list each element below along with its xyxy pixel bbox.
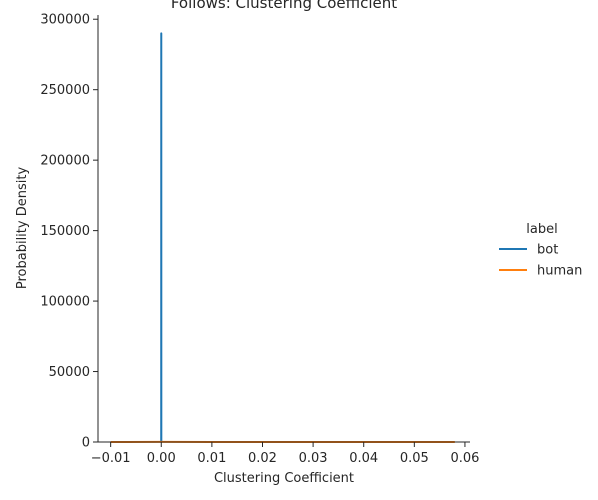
- y-tick-label: 100000: [40, 295, 90, 310]
- y-ticks: 0 50000 100000 150000 200000 250000 300000: [40, 13, 98, 451]
- legend-label-human: human: [537, 264, 582, 279]
- x-tick-label: 0.00: [147, 451, 176, 466]
- legend-title: label: [526, 222, 557, 237]
- x-tick-label: 0.04: [349, 451, 378, 466]
- y-tick-label: 150000: [40, 224, 90, 239]
- x-tick-label: 0.05: [400, 451, 429, 466]
- y-tick-label: 300000: [40, 13, 90, 28]
- x-tick-label: −0.01: [91, 451, 131, 466]
- legend-items: bot human: [499, 243, 582, 279]
- y-tick-label: 200000: [40, 154, 90, 169]
- legend-label-bot: bot: [537, 243, 558, 258]
- x-tick-label: 0.01: [197, 451, 226, 466]
- legend: label bot human: [499, 222, 582, 279]
- x-tick-label: 0.06: [450, 451, 479, 466]
- x-axis-label: Clustering Coefficient: [214, 471, 354, 486]
- x-ticks: −0.01 0.00 0.01 0.02 0.03 0.04 0.05 0.06: [91, 442, 480, 466]
- y-axis-label: Probability Density: [15, 167, 30, 290]
- plot-area: [111, 33, 455, 442]
- y-tick-label: 0: [82, 436, 90, 451]
- chart-title: Follows: Clustering Coefficient: [171, 0, 397, 12]
- y-tick-label: 50000: [49, 365, 90, 380]
- y-tick-label: 250000: [40, 83, 90, 98]
- x-tick-label: 0.02: [248, 451, 277, 466]
- x-tick-label: 0.03: [299, 451, 328, 466]
